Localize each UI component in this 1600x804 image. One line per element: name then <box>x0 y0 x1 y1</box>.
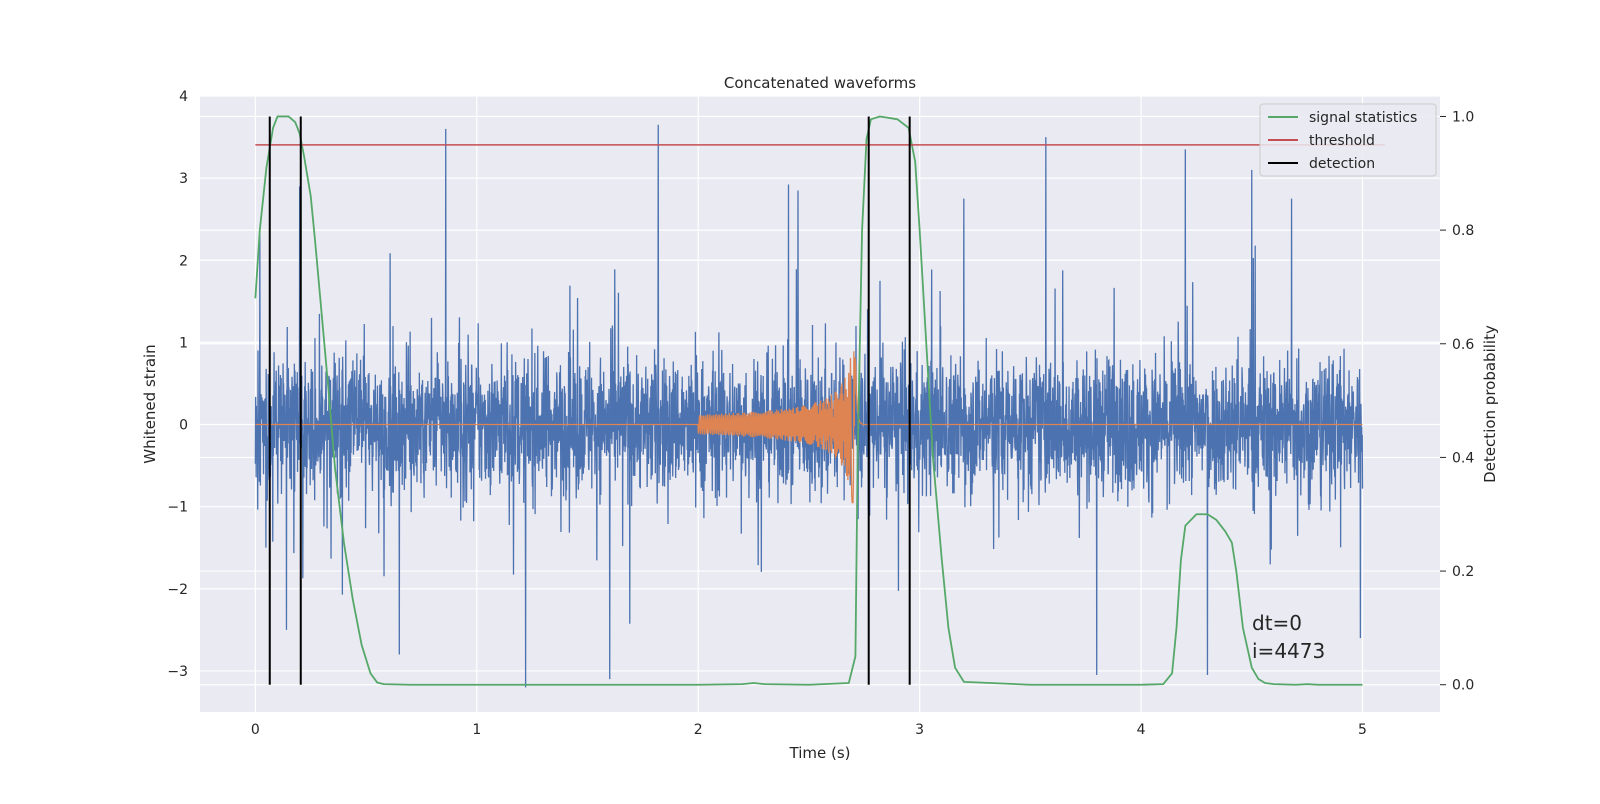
y2-tick-label: 0.6 <box>1452 337 1474 353</box>
x-tick-label: 2 <box>694 722 703 738</box>
legend-label-detection: detection <box>1309 156 1375 172</box>
legend-label-threshold: threshold <box>1309 133 1375 149</box>
legend-label-signal-statistics: signal statistics <box>1309 110 1417 126</box>
y-tick-label: −2 <box>167 582 188 598</box>
ticks: 0 1 2 3 4 5 −3 −2 −1 0 1 2 3 4 0.0 0.2 0.4 0.6 0.8 1.0 <box>167 89 1474 738</box>
chart-title: Concatenated waveforms <box>724 74 916 92</box>
x-tick-label: 1 <box>472 722 481 738</box>
y2-tick-label: 0.8 <box>1452 223 1474 239</box>
y2-axis-label: Detection probability <box>1481 325 1499 483</box>
y2-tick-label: 0.4 <box>1452 450 1474 466</box>
legend-box <box>1259 103 1437 177</box>
injection-series <box>255 351 1363 504</box>
y-tick-label: −1 <box>167 500 188 516</box>
y2-tick-label: 0.2 <box>1452 564 1474 580</box>
y-tick-label: 1 <box>179 335 188 351</box>
y-tick-label: 0 <box>179 418 188 434</box>
x-tick-label: 4 <box>1137 722 1146 738</box>
data-layer <box>254 115 1385 688</box>
annotation-dt: dt=0 <box>1252 611 1302 635</box>
y-tick-label: −3 <box>167 664 188 680</box>
x-tick-label: 3 <box>915 722 924 738</box>
y-tick-label: 3 <box>179 171 188 187</box>
x-tick-label: 0 <box>251 722 260 738</box>
y2-tick-label: 1.0 <box>1452 109 1474 125</box>
y2-tick-label: 0.0 <box>1452 678 1474 694</box>
annotation-index: i=4473 <box>1252 639 1325 663</box>
legend: signal statistics threshold detection <box>1259 103 1437 177</box>
y-tick-label: 2 <box>179 253 188 269</box>
y-tick-label: 4 <box>179 89 188 105</box>
x-axis-label: Time (s) <box>789 744 851 762</box>
y-axis-label: Whitened strain <box>141 344 159 463</box>
x-tick-label: 5 <box>1358 722 1367 738</box>
